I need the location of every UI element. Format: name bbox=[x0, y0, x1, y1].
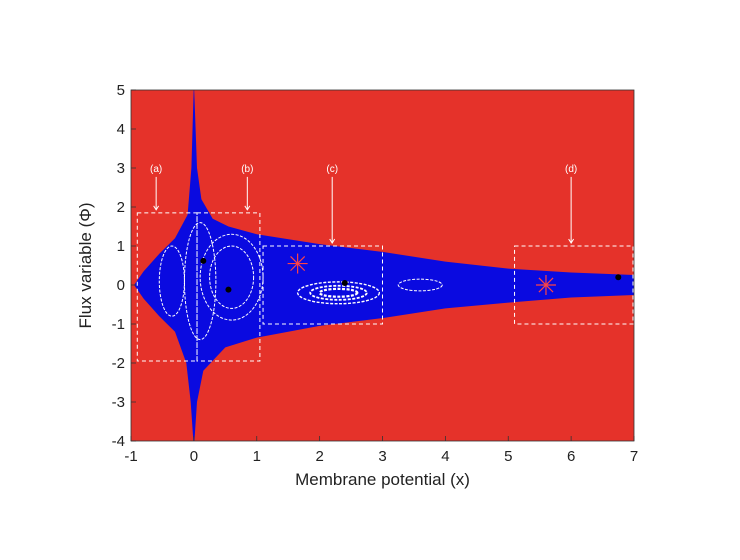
region-pointer bbox=[329, 176, 336, 244]
region-box-b bbox=[196, 212, 261, 362]
region-label-a: (a) bbox=[150, 164, 162, 175]
y-axis: -4 -3 -2 -1 0 1 2 3 4 5 bbox=[112, 82, 136, 450]
x-axis-title: Membrane potential (x) bbox=[295, 470, 470, 489]
region-pointer bbox=[153, 176, 160, 211]
region-pointer bbox=[568, 176, 575, 244]
fixed-point-star bbox=[535, 275, 556, 295]
region-box-d bbox=[514, 245, 634, 325]
region-pointer bbox=[244, 176, 251, 211]
x-axis: -1 0 1 2 3 4 5 6 7 bbox=[124, 436, 638, 465]
y-tick-label: -3 bbox=[112, 394, 125, 411]
x-tick-label: 0 bbox=[190, 448, 198, 465]
region-box-a bbox=[136, 212, 198, 362]
y-axis-title: Flux variable (Φ) bbox=[76, 203, 95, 329]
x-tick-label: 7 bbox=[630, 448, 638, 465]
data-point bbox=[341, 280, 348, 287]
data-point bbox=[615, 274, 622, 281]
fixed-point-star bbox=[287, 253, 308, 274]
region-box-c bbox=[262, 245, 384, 325]
orbit-ring bbox=[209, 245, 255, 309]
orbit-curves bbox=[158, 222, 443, 341]
orbit-ring bbox=[199, 233, 264, 321]
y-tick-label: -4 bbox=[112, 433, 125, 450]
y-tick-label: 1 bbox=[117, 238, 125, 255]
x-tick-label: 1 bbox=[253, 448, 261, 465]
orbit-ring bbox=[397, 278, 443, 292]
y-tick-label: 5 bbox=[117, 82, 125, 99]
orbit-ring bbox=[318, 287, 359, 298]
orbit-ring bbox=[296, 281, 381, 305]
region-label-d: (d) bbox=[565, 164, 577, 175]
y-tick-label: -2 bbox=[112, 355, 125, 372]
orbit-ring bbox=[158, 245, 185, 317]
data-point bbox=[200, 257, 207, 264]
chaotic-region bbox=[134, 90, 634, 441]
y-tick-label: 4 bbox=[117, 121, 125, 138]
x-tick-label: 4 bbox=[441, 448, 449, 465]
x-tick-label: -1 bbox=[124, 448, 137, 465]
region-label-b: (b) bbox=[241, 164, 253, 175]
y-tick-label: 2 bbox=[117, 199, 125, 216]
x-tick-label: 2 bbox=[315, 448, 323, 465]
y-tick-label: -1 bbox=[112, 316, 125, 333]
orbit-ring bbox=[309, 284, 368, 301]
x-tick-label: 3 bbox=[378, 448, 386, 465]
data-point bbox=[225, 286, 232, 293]
region-label-c: (c) bbox=[326, 164, 338, 175]
y-tick-label: 3 bbox=[117, 160, 125, 177]
x-tick-label: 6 bbox=[567, 448, 575, 465]
y-tick-label: 0 bbox=[117, 277, 125, 294]
x-tick-label: 5 bbox=[504, 448, 512, 465]
